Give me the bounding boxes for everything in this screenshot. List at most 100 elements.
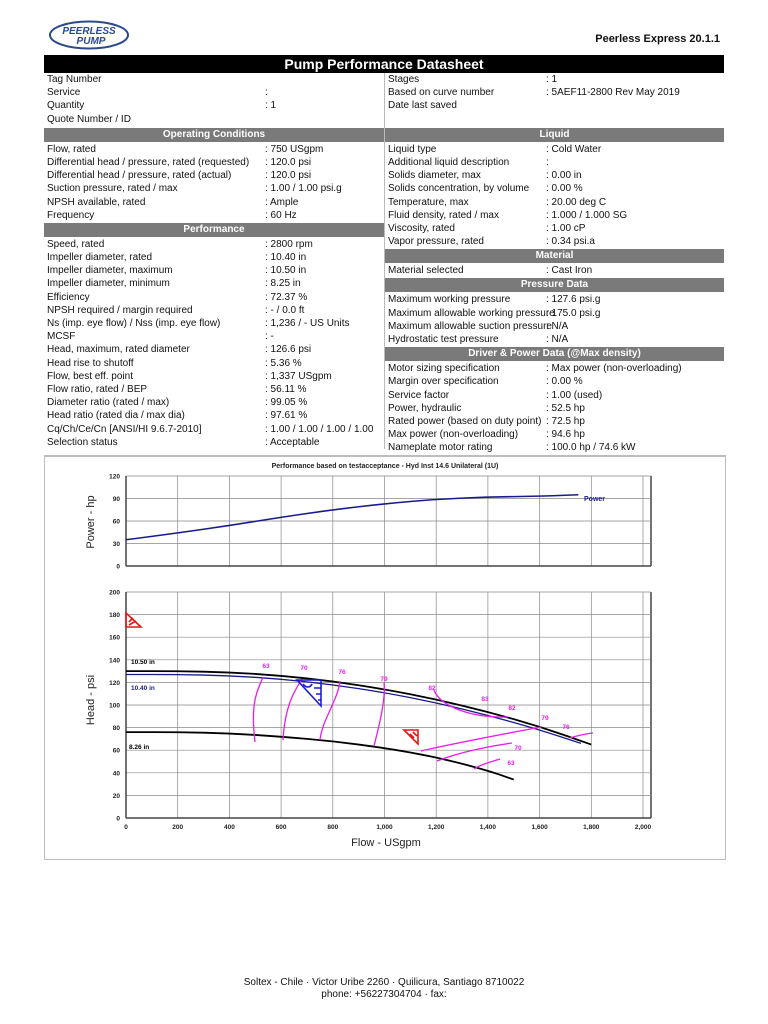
performance-table: Speed, rated: 2800 rpm Impeller diameter,… — [44, 238, 384, 449]
section-header-driver-power: Driver & Power Data (@Max density) — [385, 347, 724, 362]
field-label: NPSH available, rated — [47, 196, 146, 208]
field-label: Head, maximum, rated diameter — [47, 344, 190, 356]
field-value: : — [546, 156, 549, 168]
field-label: Flow ratio, rated / BEP — [47, 383, 148, 395]
field-value: : 72.5 hp — [546, 415, 585, 427]
field-value: : N/A — [546, 320, 569, 332]
driver-power-row: Rated power (based on duty point) : 72.5 … — [385, 415, 724, 428]
field-label: Power, hydraulic — [388, 402, 462, 414]
performance-row: Head ratio (rated dia / max dia): 97.61 … — [44, 409, 384, 422]
field-label: Fluid density, rated / max — [388, 209, 499, 221]
field-label: Date last saved — [388, 100, 457, 112]
field-label: Vapor pressure, rated — [388, 236, 484, 248]
field-value: : 1 — [265, 100, 277, 112]
field-label: Service factor — [388, 389, 450, 401]
field-label: Efficiency — [47, 291, 90, 303]
field-label: Head rise to shutoff — [47, 357, 134, 369]
field-label: Maximum allowable working pressure — [388, 307, 555, 319]
field-value: : 52.5 hp — [546, 402, 585, 414]
performance-row: Speed, rated: 2800 rpm — [44, 238, 384, 251]
field-label: Cq/Ch/Ce/Cn [ANSI/HI 9.6.7-2010] — [47, 423, 202, 435]
driver-power-row: Nameplate motor rating: 100.0 hp / 74.6 … — [385, 441, 724, 454]
field-label: Ns (imp. eye flow) / Nss (imp. eye flow) — [47, 318, 221, 329]
operating-condition-row: Flow, rated: 750 USgpm — [44, 143, 384, 156]
field-label: Flow, best eff. point — [47, 370, 133, 382]
field-value: : 120.0 psi — [265, 156, 312, 168]
performance-row: Flow ratio, rated / BEP : 56.11 % — [44, 383, 384, 396]
field-value: : - — [265, 331, 274, 343]
field-value: : N/A — [546, 334, 569, 345]
svg-text:PUMP: PUMP — [77, 36, 106, 47]
field-value: : 1.00 / 1.00 psi.g — [265, 183, 342, 195]
general-info-right: Stages : 1 Based on curve number: 5AEF11-2… — [385, 73, 724, 113]
field-value: : 1 — [546, 74, 558, 85]
field-value: : 100.0 hp / 74.6 kW — [546, 442, 636, 454]
footer-phone: phone: +56227304704 · fax: — [321, 989, 447, 1000]
performance-row: Flow, best eff. point : 1,337 USgpm — [44, 370, 384, 383]
field-label: Material selected — [388, 265, 464, 277]
operating-condition-row: Frequency: 60 Hz — [44, 209, 384, 222]
field-value: : 72.37 % — [265, 291, 308, 303]
field-label: Temperature, max — [388, 196, 469, 208]
performance-row: Selection status: Acceptable — [44, 436, 384, 449]
operating-condition-row: Suction pressure, rated / max: 1.00 / 1.… — [44, 182, 384, 195]
liquid-row: Additional liquid description: — [385, 156, 724, 169]
section-header-performance: Performance — [44, 222, 384, 237]
field-value: : Cast Iron — [546, 265, 593, 277]
peerless-pump-logo: PEERLESS PUMP — [49, 20, 129, 50]
field-value: : 1.00 / 1.00 / 1.00 / 1.00 — [265, 423, 374, 435]
field-label: Differential head / pressure, rated (req… — [47, 156, 250, 168]
field-label: Service — [47, 87, 81, 99]
field-label: Stages — [388, 74, 420, 85]
operating-conditions-table: Flow, rated: 750 USgpm Differential head … — [44, 143, 384, 222]
field-label: Additional liquid description — [388, 156, 510, 168]
driver-power-row: Max power (non-overloading): 94.6 hp — [385, 428, 724, 441]
field-label: Impeller diameter, minimum — [47, 278, 170, 290]
operating-condition-row: Differential head / pressure, rated (act… — [44, 169, 384, 182]
field-value: : 1,337 USgpm — [265, 370, 332, 382]
general-info-left: Tag Number Service: Quantity: 1 Quote Numbe… — [44, 73, 384, 126]
field-value: : Acceptable — [265, 436, 320, 448]
field-value: : 60 Hz — [265, 209, 297, 221]
field-value: : 127.6 psi.g — [546, 294, 601, 306]
field-value: : 99.05 % — [265, 397, 308, 409]
performance-row: Efficiency : 72.37 % — [44, 291, 384, 304]
liquid-row: Solids diameter, max: 0.00 in — [385, 169, 724, 182]
svg-text:PEERLESS: PEERLESS — [62, 26, 116, 37]
field-label: Rated power (based on duty point) — [388, 415, 542, 427]
liquid-row: Vapor pressure, rated : 0.34 psi.a — [385, 235, 724, 248]
general-info-row: Date last saved — [385, 99, 724, 112]
performance-row: Impeller diameter, maximum: 10.50 in — [44, 264, 384, 277]
field-value: : 120.0 psi — [265, 170, 312, 182]
field-value: : 56.11 % — [265, 383, 307, 395]
field-value: : 8.25 in — [265, 278, 301, 290]
general-info-row: Based on curve number: 5AEF11-2800 Rev M… — [385, 86, 724, 99]
field-value: : 0.34 psi.a — [546, 236, 595, 248]
field-label: Head ratio (rated dia / max dia) — [47, 410, 185, 422]
field-value: : 1.00 cP — [546, 222, 586, 234]
field-label: Solids diameter, max — [388, 170, 481, 182]
performance-row: Head, maximum, rated diameter: 126.6 psi — [44, 343, 384, 356]
liquid-row: Solids concentration, by volume: 0.00 % — [385, 182, 724, 195]
field-label: Differential head / pressure, rated (act… — [47, 170, 232, 182]
field-value: : 0.00 % — [546, 376, 583, 388]
field-label: Impeller diameter, maximum — [47, 265, 173, 277]
field-value: : 2800 rpm — [265, 238, 313, 250]
field-value: : 10.40 in — [265, 252, 307, 264]
field-label: Max power (non-overloading) — [388, 429, 519, 441]
field-label: Flow, rated — [47, 143, 96, 155]
field-value: : 175.0 psi.g — [546, 307, 601, 319]
field-label: Liquid type — [388, 143, 437, 155]
performance-chart-panel — [44, 455, 726, 860]
field-label: Quote Number / ID — [47, 113, 131, 125]
field-label: Maximum working pressure — [388, 294, 511, 306]
field-value: : Ample — [265, 196, 299, 208]
field-value: : Cold Water — [546, 143, 602, 155]
field-label: Based on curve number — [388, 87, 495, 99]
operating-condition-row: NPSH available, rated : Ample — [44, 196, 384, 209]
liquid-row: Fluid density, rated / max: 1.000 / 1.00… — [385, 209, 724, 222]
section-header-operating-conditions: Operating Conditions — [44, 127, 384, 142]
field-value: : Max power (non-overloading) — [546, 363, 682, 375]
driver-power-row: Service factor: 1.00 (used) — [385, 389, 724, 402]
field-label: Tag Number — [47, 74, 102, 85]
